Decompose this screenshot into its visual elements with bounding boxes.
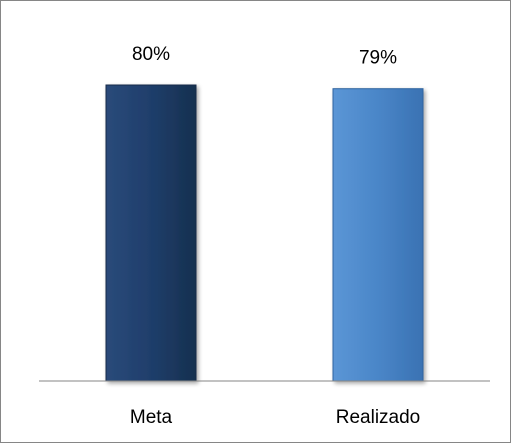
labels-layer: 80% Meta 79% Realizado [130,44,420,428]
data-label-meta: 80% [132,44,170,65]
x-tick-label-meta: Meta [130,407,173,428]
bar-meta [105,84,197,382]
bars-layer [105,84,424,382]
data-label-realizado: 79% [359,48,397,69]
bar-realizado [332,88,424,382]
x-tick-label-realizado: Realizado [336,407,421,428]
